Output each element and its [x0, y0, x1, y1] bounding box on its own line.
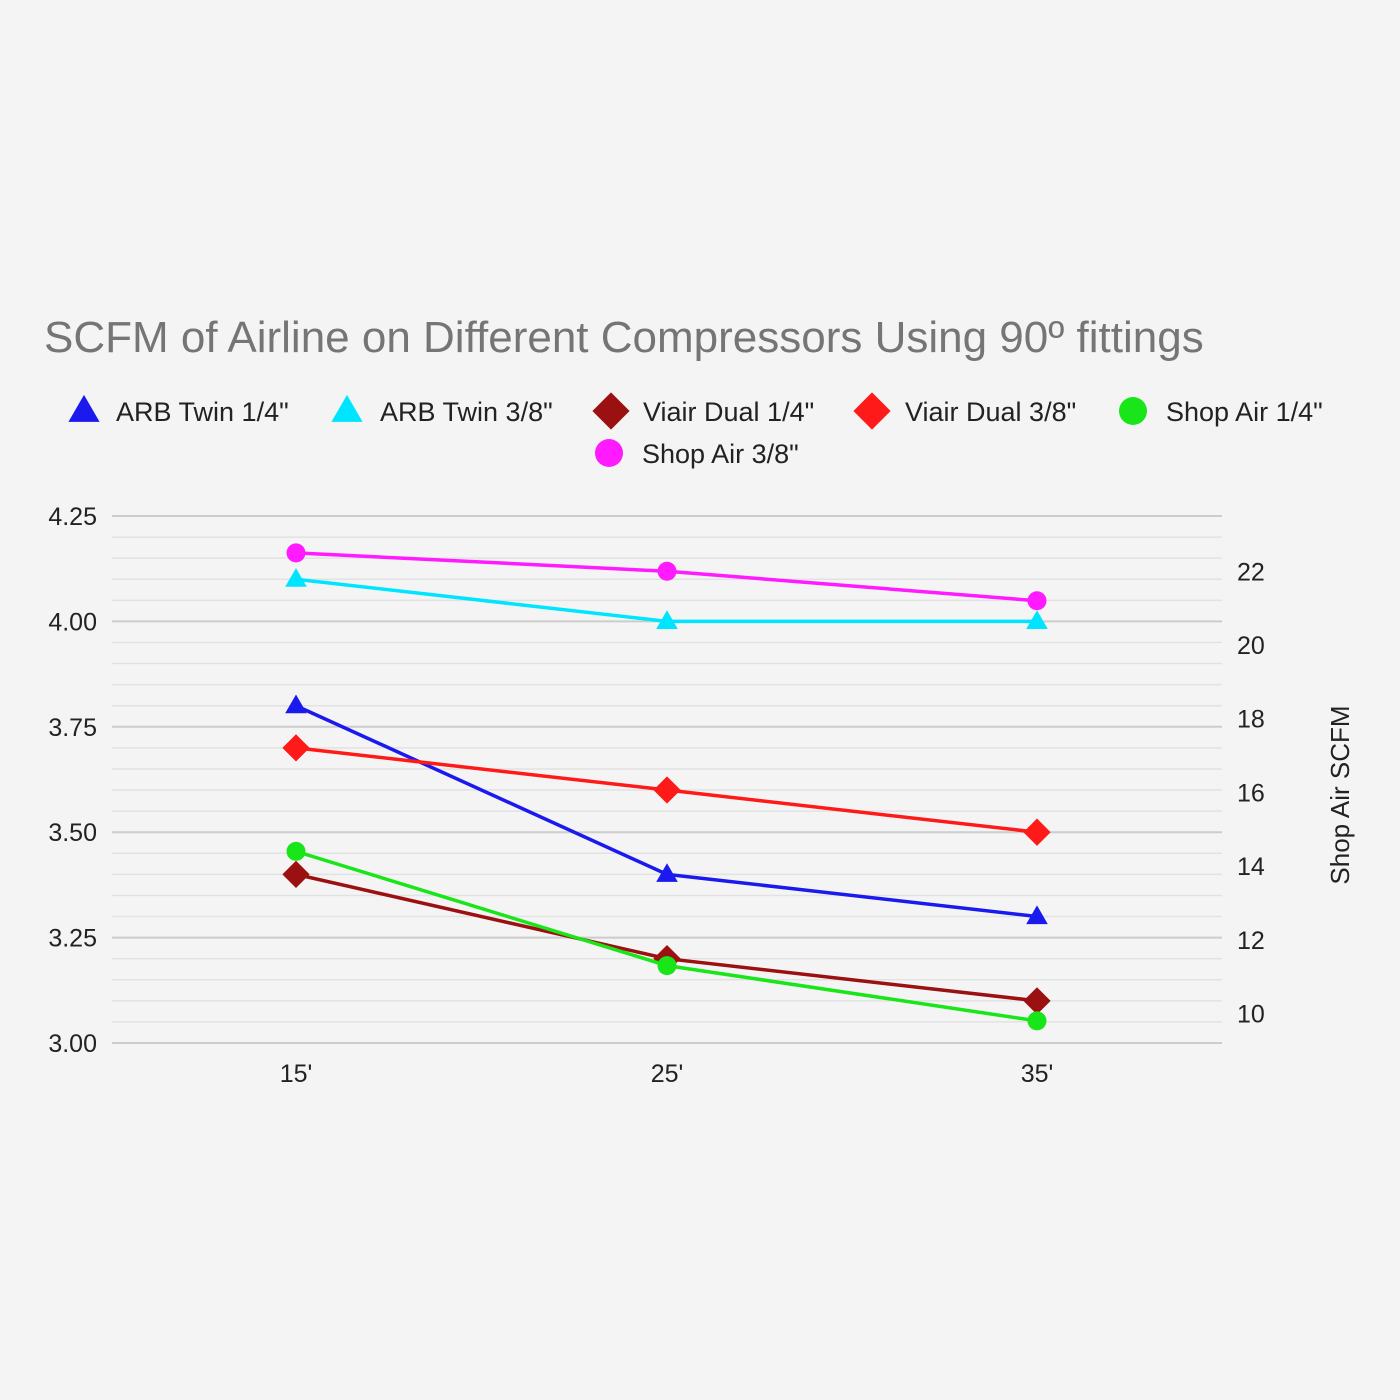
y-right-tick-label: 22: [1237, 558, 1265, 586]
series-group: [282, 543, 1051, 1031]
y-right-tick-label: 20: [1237, 632, 1265, 660]
data-point: [657, 956, 677, 976]
legend-marker-triangle-icon: [331, 394, 363, 422]
data-point: [286, 841, 306, 861]
data-point: [1027, 1011, 1047, 1031]
legend-item: Viair Dual 3/8": [853, 392, 1076, 430]
data-point: [285, 694, 307, 714]
legend-item: ARB Twin 1/4": [68, 394, 289, 427]
legend-marker-diamond-icon: [853, 392, 891, 430]
data-point: [1023, 818, 1051, 846]
data-point: [657, 561, 677, 581]
legend-marker-circle-icon: [1119, 397, 1147, 425]
y-left-tick-label: 4.25: [48, 503, 97, 531]
legend-marker-circle-icon: [595, 439, 623, 467]
legend-marker-diamond-icon: [592, 392, 630, 430]
legend: ARB Twin 1/4" ARB Twin 3/8" Viair Dual 1/4…: [68, 392, 1323, 469]
x-tick-label: 15': [280, 1060, 313, 1088]
legend-label: Viair Dual 3/8": [905, 397, 1076, 427]
data-point: [1026, 610, 1048, 629]
series: [282, 734, 1051, 846]
y-right-tick-label: 18: [1237, 706, 1265, 734]
data-point: [282, 860, 310, 888]
data-point: [1026, 905, 1048, 925]
x-tick-label: 35': [1021, 1060, 1054, 1088]
right-y-axis: 10 12 14 16 18 20 22: [1237, 558, 1265, 1028]
data-point: [1027, 591, 1047, 611]
chart-title: SCFM of Airline on Different Compressors…: [44, 313, 1204, 362]
y-left-tick-label: 4.00: [48, 608, 97, 636]
legend-marker-triangle-icon: [68, 394, 100, 422]
data-point: [656, 863, 678, 882]
right-axis-title: Shop Air SCFM: [1325, 705, 1355, 884]
y-right-tick-label: 14: [1237, 853, 1265, 881]
series: [286, 543, 1047, 611]
y-left-tick-label: 3.25: [48, 925, 97, 953]
legend-label: ARB Twin 1/4": [116, 397, 289, 427]
series: [285, 694, 1048, 925]
legend-label: Shop Air 3/8": [642, 439, 799, 469]
x-axis: 15' 25' 35': [280, 1060, 1054, 1088]
data-point: [656, 610, 678, 629]
data-point: [653, 776, 681, 804]
y-right-tick-label: 16: [1237, 779, 1265, 807]
data-point: [285, 568, 307, 587]
legend-item: Shop Air 1/4": [1119, 397, 1323, 427]
legend-item: Viair Dual 1/4": [592, 392, 814, 430]
legend-label: ARB Twin 3/8": [380, 397, 553, 427]
y-right-tick-label: 10: [1237, 1001, 1265, 1029]
data-point: [282, 734, 310, 762]
legend-label: Shop Air 1/4": [1166, 397, 1323, 427]
y-left-tick-label: 3.50: [48, 819, 97, 847]
legend-item: Shop Air 3/8": [595, 439, 799, 469]
y-left-tick-label: 3.75: [48, 714, 97, 742]
series: [286, 841, 1047, 1031]
series: [285, 568, 1048, 629]
data-point: [286, 543, 306, 563]
legend-label: Viair Dual 1/4": [643, 397, 814, 427]
x-tick-label: 25': [651, 1060, 684, 1088]
left-y-axis: 3.00 3.25 3.50 3.75 4.00 4.25: [48, 503, 97, 1058]
y-left-tick-label: 3.00: [48, 1030, 97, 1058]
legend-item: ARB Twin 3/8": [331, 394, 553, 427]
y-right-tick-label: 12: [1237, 927, 1265, 955]
data-point: [1023, 987, 1051, 1015]
